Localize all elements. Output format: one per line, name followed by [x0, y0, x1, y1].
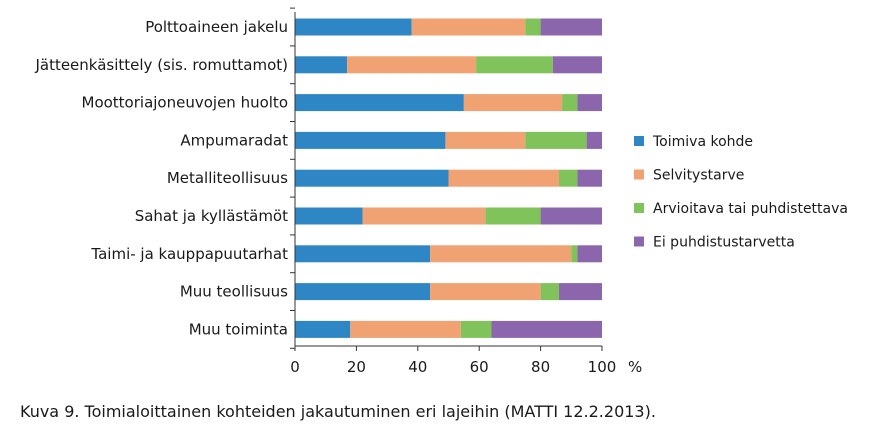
x-tick-label: 100	[588, 358, 617, 376]
bar-8-series-1	[295, 283, 431, 301]
bar-1-series-2	[411, 18, 526, 36]
bar-1-series-3	[525, 18, 541, 36]
category-label: Muu toiminta	[189, 320, 288, 338]
x-tick-label: 20	[347, 358, 366, 376]
bar-7-series-3	[571, 245, 578, 263]
figure-caption: Kuva 9. Toimialoittainen kohteiden jakau…	[20, 402, 656, 421]
bar-9-series-4	[491, 320, 602, 338]
bar-4-series-3	[525, 131, 587, 149]
legend-swatch	[634, 136, 644, 146]
category-label: Jätteenkäsittely (sis. romuttamot)	[34, 56, 288, 74]
bar-6-series-1	[295, 207, 363, 225]
category-label: Sahat ja kyllästämöt	[135, 207, 288, 225]
legend-label: Ei puhdistustarvetta	[653, 235, 795, 251]
category-label: Polttoaineen jakelu	[145, 18, 288, 36]
bar-1-series-1	[295, 18, 412, 36]
bar-2-series-3	[476, 56, 553, 74]
bar-3-series-2	[463, 94, 563, 112]
bar-5-series-4	[577, 169, 602, 187]
bar-1-series-4	[540, 18, 602, 36]
bar-7-series-2	[430, 245, 572, 263]
bar-5-series-2	[448, 169, 560, 187]
legend-label: Selvitystarve	[653, 168, 744, 184]
bar-9-series-3	[460, 320, 492, 338]
bar-2-series-4	[552, 56, 602, 74]
bar-6-series-3	[485, 207, 541, 225]
category-label: Taimi- ja kauppapuutarhat	[90, 245, 288, 263]
bar-8-series-4	[559, 283, 602, 301]
x-tick-label: 0	[290, 358, 300, 376]
bar-5-series-3	[559, 169, 578, 187]
bar-7-series-1	[295, 245, 431, 263]
bar-8-series-2	[430, 283, 541, 301]
category-label: Ampumaradat	[180, 131, 288, 149]
bar-3-series-3	[562, 94, 578, 112]
legend-swatch	[634, 236, 644, 247]
stacked-bar-chart: Polttoaineen jakelu Jätteenkäsittely (sis…	[34, 7, 848, 376]
category-label: Metalliteollisuus	[167, 169, 288, 187]
bar-4-series-1	[295, 131, 446, 149]
x-tick-label: 40	[408, 358, 427, 376]
bar-6-series-2	[362, 207, 486, 225]
bar-3-series-1	[295, 94, 464, 112]
bar-2-series-2	[347, 56, 477, 74]
bar-4-series-4	[586, 131, 602, 149]
bar-9-series-2	[350, 320, 461, 338]
legend-swatch	[634, 203, 644, 213]
bar-6-series-4	[540, 207, 602, 225]
bar-4-series-2	[445, 131, 526, 149]
legend-label: Toimiva kohde	[652, 134, 753, 150]
category-label: Moottoriajoneuvojen huolto	[82, 94, 289, 112]
x-tick-label: 80	[531, 358, 550, 376]
bar-9-series-1	[295, 320, 351, 338]
x-tick-label: 60	[470, 358, 489, 376]
bar-7-series-4	[577, 245, 602, 263]
bar-3-series-4	[577, 94, 602, 112]
bar-5-series-1	[295, 169, 449, 187]
category-label: Muu teollisuus	[180, 283, 288, 301]
legend-swatch	[634, 169, 644, 180]
bar-8-series-3	[540, 283, 560, 301]
bar-2-series-1	[295, 56, 348, 74]
legend-label: Arvioitava tai puhdistettava	[653, 201, 848, 217]
x-unit-label: %	[628, 358, 642, 376]
